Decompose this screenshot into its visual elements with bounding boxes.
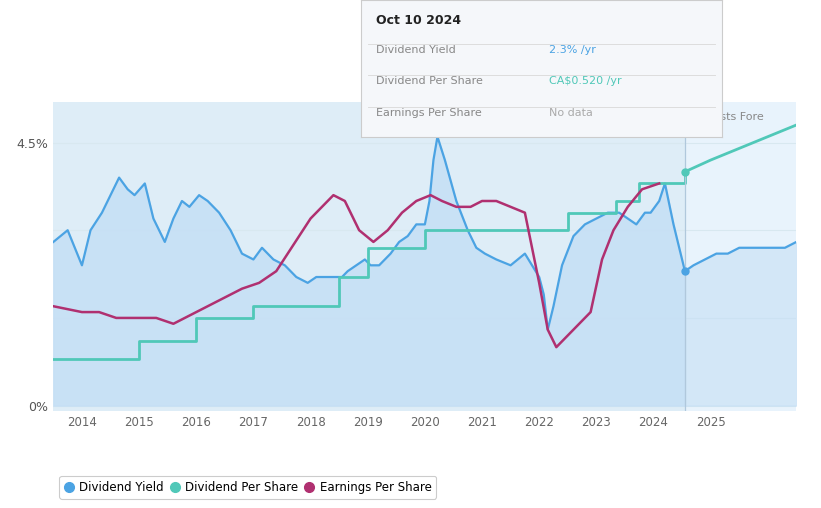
Text: Dividend Per Share: Dividend Per Share bbox=[376, 76, 483, 86]
Bar bbox=[685, 102, 796, 411]
Text: Dividend Yield: Dividend Yield bbox=[376, 45, 456, 55]
Legend: Dividend Yield, Dividend Per Share, Earnings Per Share: Dividend Yield, Dividend Per Share, Earn… bbox=[59, 476, 436, 498]
Text: No data: No data bbox=[549, 108, 593, 118]
Text: Oct 10 2024: Oct 10 2024 bbox=[376, 14, 461, 27]
Text: CA$0.520 /yr: CA$0.520 /yr bbox=[549, 76, 621, 86]
Text: Analysts Fore: Analysts Fore bbox=[690, 112, 764, 122]
Text: Earnings Per Share: Earnings Per Share bbox=[376, 108, 481, 118]
Text: Past: Past bbox=[657, 112, 681, 122]
Text: 2.3% /yr: 2.3% /yr bbox=[549, 45, 596, 55]
